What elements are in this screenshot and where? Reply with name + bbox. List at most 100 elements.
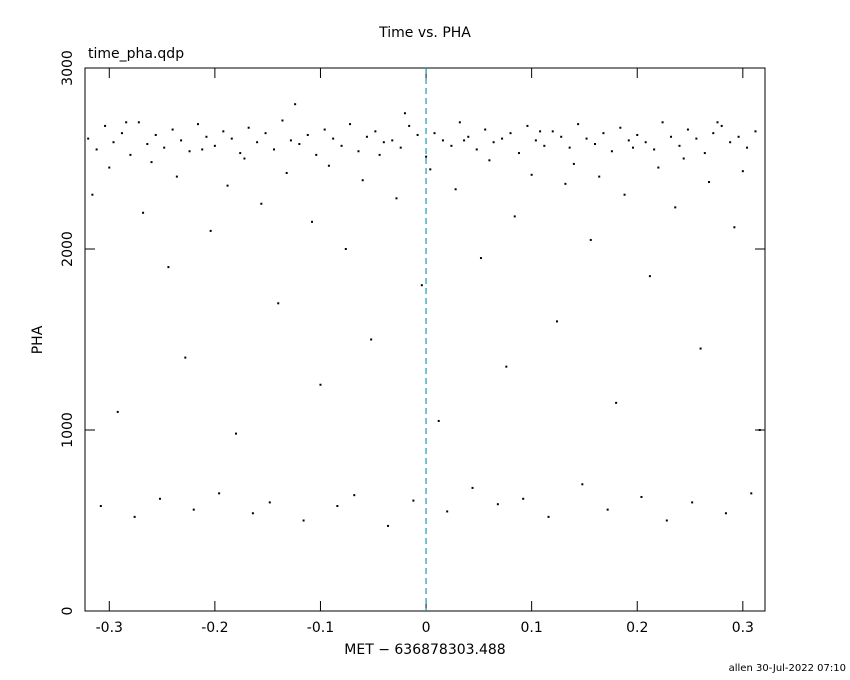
point — [678, 144, 681, 147]
point — [234, 432, 237, 435]
point — [475, 148, 478, 151]
point — [247, 126, 250, 129]
point — [365, 135, 368, 138]
point — [91, 193, 94, 196]
point — [733, 226, 736, 229]
point — [108, 166, 111, 169]
point — [712, 132, 715, 135]
point — [268, 501, 271, 504]
point — [387, 524, 390, 527]
point — [264, 132, 267, 135]
point — [665, 519, 668, 522]
plot-frame — [84, 67, 766, 612]
x-tick-label: 0.1 — [521, 620, 543, 636]
point — [610, 150, 613, 153]
point — [636, 133, 639, 136]
point — [606, 508, 609, 511]
point — [399, 146, 402, 149]
point — [471, 486, 474, 489]
point — [754, 130, 757, 133]
point — [251, 512, 254, 515]
point — [408, 124, 411, 127]
point — [729, 141, 732, 144]
point — [598, 175, 601, 178]
point — [150, 161, 153, 164]
point — [492, 141, 495, 144]
point — [382, 141, 385, 144]
point — [564, 182, 567, 185]
point — [463, 139, 466, 142]
point — [361, 179, 364, 182]
y-axis-label: PHA — [30, 325, 46, 354]
point — [543, 144, 546, 147]
point — [201, 148, 204, 151]
point — [674, 206, 677, 209]
point — [433, 132, 436, 135]
y-tick-label: 3000 — [60, 50, 76, 86]
y-tick-label: 2000 — [60, 231, 76, 267]
point — [256, 141, 259, 144]
point — [429, 168, 432, 171]
point — [188, 150, 191, 153]
point — [724, 512, 727, 515]
point — [619, 126, 622, 129]
point — [87, 137, 90, 140]
point — [594, 143, 596, 146]
point — [218, 492, 221, 495]
point — [230, 137, 233, 140]
point — [416, 133, 419, 136]
point — [311, 220, 314, 223]
point — [412, 499, 415, 502]
point — [137, 121, 140, 124]
point — [133, 515, 136, 518]
point — [196, 123, 199, 126]
point — [686, 128, 689, 131]
point — [581, 483, 584, 486]
point — [125, 121, 128, 124]
point — [547, 515, 550, 518]
point — [116, 410, 119, 413]
chart-title: Time vs. PHA — [378, 25, 471, 41]
point — [691, 501, 694, 504]
point — [577, 123, 580, 126]
point — [289, 139, 292, 142]
point — [302, 519, 305, 522]
point — [505, 365, 508, 368]
point — [142, 211, 145, 214]
point — [243, 157, 246, 160]
point — [458, 121, 461, 124]
point — [589, 238, 592, 241]
annotation: time_pha.qdp — [88, 46, 184, 62]
point — [332, 137, 335, 140]
point — [496, 503, 499, 506]
point — [349, 123, 352, 126]
x-tick-label: 0.3 — [732, 620, 754, 636]
point — [222, 130, 225, 133]
point — [720, 124, 723, 127]
point — [517, 152, 520, 155]
point — [213, 144, 216, 147]
point — [441, 139, 444, 142]
x-tick-label: -0.2 — [201, 620, 228, 636]
point — [95, 148, 98, 151]
point — [285, 171, 288, 174]
point — [737, 135, 740, 138]
point — [703, 152, 706, 155]
point — [425, 155, 428, 158]
point — [336, 505, 339, 508]
point — [615, 401, 618, 404]
point — [112, 141, 115, 144]
point — [602, 132, 605, 135]
footer: allen 30-Jul-2022 07:10 — [729, 663, 846, 674]
point — [741, 170, 744, 173]
point — [479, 257, 482, 260]
point — [205, 135, 208, 138]
point — [716, 121, 719, 124]
point — [327, 164, 330, 167]
point — [530, 173, 533, 176]
point — [657, 166, 660, 169]
point — [281, 119, 284, 122]
point — [484, 128, 487, 131]
point — [699, 347, 702, 350]
point — [640, 495, 643, 498]
